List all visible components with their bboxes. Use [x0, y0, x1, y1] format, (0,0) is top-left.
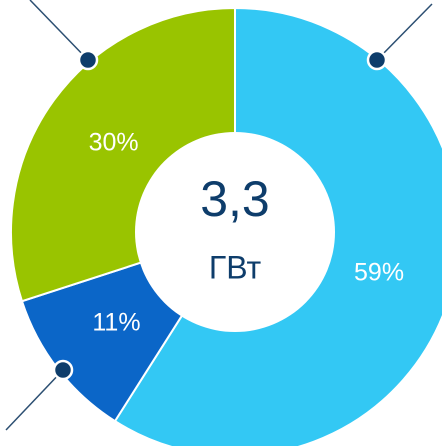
leader-dot [52, 359, 74, 381]
slice-label: 11% [92, 309, 140, 337]
center-unit: ГВт [209, 249, 262, 285]
slice-label: 59% [354, 258, 404, 286]
leader-line [376, 3, 433, 61]
leaders [5, 0, 433, 431]
leader-line [29, 0, 89, 61]
leader-dots [52, 49, 388, 381]
center-value: 3,3 [200, 171, 270, 227]
donut-hole [135, 132, 335, 332]
slice-label: 30% [89, 128, 139, 156]
leader-dot [77, 49, 99, 71]
labels: 59% 11% 30% [89, 128, 404, 336]
leader-line [5, 369, 64, 431]
leader-dot [366, 49, 388, 71]
